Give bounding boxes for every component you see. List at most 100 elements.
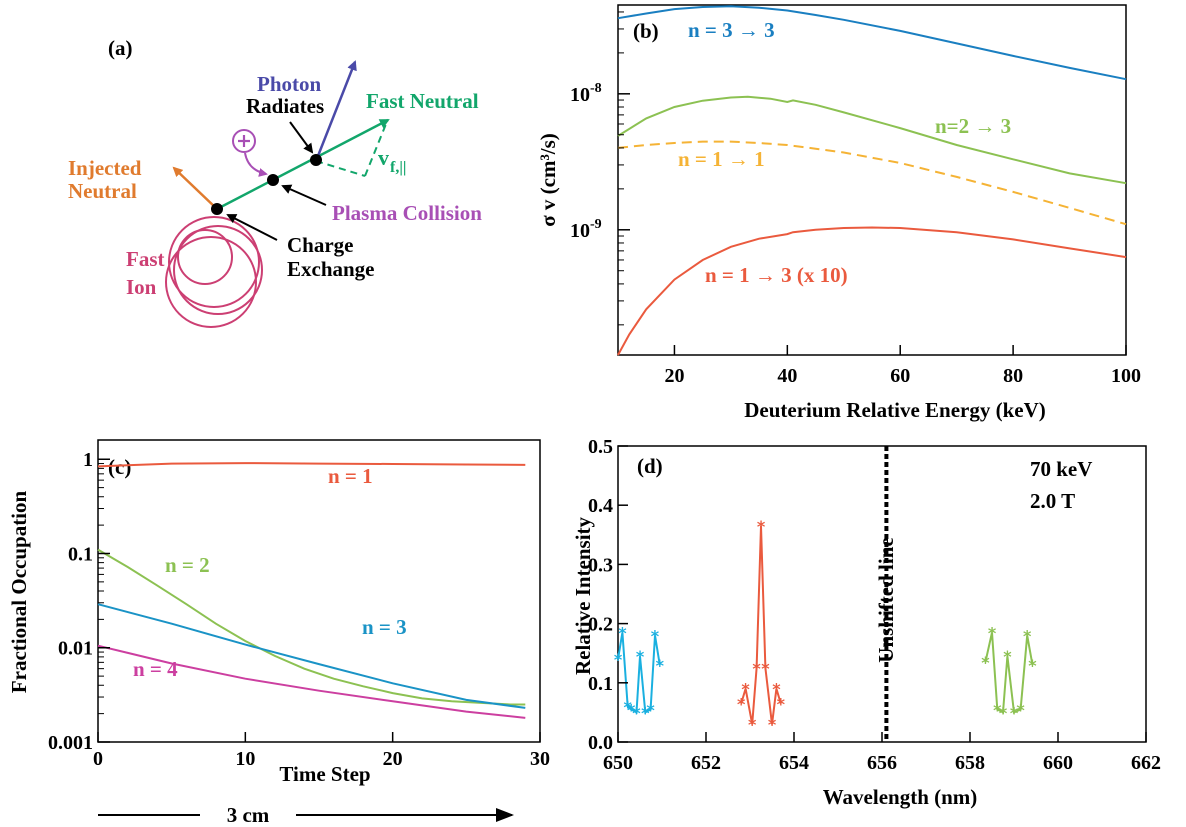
panel-c-ylabel: Fractional Occupation — [7, 490, 31, 693]
panel-d-ytick-4: 0.4 — [588, 495, 613, 517]
svg-text:v: v — [378, 145, 389, 170]
injected-label-1: Injected — [68, 156, 142, 180]
panel-d-point: * — [632, 703, 641, 722]
fast-ion-label-1: Fast — [126, 247, 165, 271]
panel-b-xlabel: Deuterium Relative Energy (keV) — [744, 398, 1046, 422]
panel-c-series-3 — [97, 644, 526, 719]
collision-point — [267, 174, 279, 186]
panel-a-label: (a) — [108, 36, 133, 60]
panel-d-xlabel: Wavelength (nm) — [823, 785, 978, 809]
panel-d-point: * — [777, 695, 786, 714]
panel-b-ylabel: σ v (cm³/s) — [536, 133, 560, 227]
panel-d-point: * — [752, 659, 761, 678]
panel-b-series-3 — [617, 226, 1127, 356]
panel-b-series-1 — [617, 95, 1127, 185]
injected-label-2: Neutral — [68, 179, 137, 203]
label-n2-3: n=2 → 3 — [935, 114, 1011, 138]
panel-c-xtick-1: 10 — [235, 748, 255, 770]
panel-d-point: * — [651, 626, 660, 645]
panel-b-xtick-0: 20 — [664, 365, 684, 387]
panel-d-point: * — [768, 715, 777, 734]
scale-bar: 3 cm — [98, 803, 514, 827]
panel-c-ytick-3: 0.001 — [48, 732, 93, 754]
panel-b-label: (b) — [633, 19, 659, 43]
panel-b-series-0 — [617, 5, 1127, 81]
label-n1-1: n = 1 → 1 — [678, 147, 765, 171]
panel-d-point: * — [993, 700, 1002, 719]
panel-c-ytick-1: 0.1 — [68, 543, 93, 565]
panel-d-xtick-4: 658 — [955, 752, 985, 774]
panel-d-xtick-0: 650 — [603, 752, 633, 774]
panel-c-xtick-0: 0 — [93, 748, 103, 770]
panel-d-point: * — [646, 700, 655, 719]
panel-d-point: * — [1028, 656, 1037, 675]
panel-b-series-2 — [617, 140, 1127, 226]
parallel-velocity-marker — [315, 123, 387, 177]
panel-d-point: * — [737, 695, 746, 714]
radiation-point — [310, 154, 322, 166]
fast-ion-label-2: Ion — [126, 275, 157, 299]
panel-d-point: * — [627, 700, 636, 719]
panel-b-frame — [617, 4, 1127, 356]
panel-d-point: * — [623, 697, 632, 716]
panel-d-point: * — [614, 650, 623, 669]
panel-c-xtick-2: 20 — [383, 748, 403, 770]
panel-c-xlabel: Time Step — [279, 762, 370, 786]
panel-d-point: * — [1003, 647, 1012, 666]
panel-d-point: * — [748, 715, 757, 734]
panel-b-ytick-1: 10-9 — [570, 217, 602, 242]
panel-c-ytick-2: 0.01 — [58, 638, 93, 660]
panel-b-xtick-1: 40 — [777, 365, 797, 387]
panel-d-xtick-2: 654 — [779, 752, 809, 774]
label-n3-3: n = 3 → 3 — [688, 18, 775, 42]
panel-b-ytick-0: 10-8 — [570, 81, 602, 106]
fast-neutral-arrow — [216, 118, 390, 211]
radiates-pointer — [289, 121, 314, 154]
field-annotation: 2.0 T — [1030, 489, 1075, 513]
panel-d-series-1 — [740, 525, 782, 725]
panel-d-point: * — [981, 653, 990, 672]
panel-d-point: * — [636, 647, 645, 666]
fast-neutral-label: Fast Neutral — [366, 89, 479, 113]
label-n1-3: n = 1 → 3 (x 10) — [705, 263, 848, 287]
photon-label: Photon — [257, 72, 322, 96]
panel-b-xtick-2: 60 — [890, 365, 910, 387]
fast-ion-orbit — [165, 216, 263, 328]
charge-exchange-pointer — [226, 214, 278, 241]
collision-pointer — [281, 184, 327, 206]
label-n3: n = 3 — [362, 615, 407, 639]
panel-d-point: * — [999, 703, 1008, 722]
panel-c-label: (c) — [108, 455, 131, 479]
panel-d-xtick-5: 660 — [1043, 752, 1073, 774]
panel-c-xtick-3: 30 — [530, 748, 550, 770]
panel-d-chart: (d) **************************** 650 652 6… — [571, 436, 1161, 809]
panel-d-point: * — [1016, 700, 1025, 719]
radiates-label: Radiates — [246, 94, 324, 118]
panel-d-xtick-3: 656 — [867, 752, 897, 774]
label-n2: n = 2 — [165, 553, 210, 577]
parallel-velocity-label: v f,|| — [378, 145, 406, 176]
energy-annotation: 70 keV — [1030, 457, 1092, 481]
panel-d-series-0 — [617, 632, 661, 715]
label-n1: n = 1 — [328, 464, 373, 488]
charge-label-1: Charge — [287, 233, 354, 257]
panel-b-xtick-3: 80 — [1003, 365, 1023, 387]
label-n4: n = 4 — [133, 657, 178, 681]
panel-d-point: * — [741, 680, 750, 699]
panel-d-point: * — [772, 680, 781, 699]
scale-bar-label: 3 cm — [227, 803, 270, 827]
panel-d-point: * — [757, 517, 766, 536]
panel-d-label: (d) — [637, 454, 663, 478]
charge-exchange-point — [211, 203, 223, 215]
panel-d-ytick-3: 0.3 — [588, 554, 613, 576]
plasma-ion-icon — [232, 129, 268, 177]
panel-a: (a) Ph — [68, 36, 482, 328]
panel-d-point: * — [761, 659, 770, 678]
panel-c-series-2 — [97, 603, 526, 709]
panel-c-ytick-0: 1 — [83, 449, 93, 471]
photon-arrow — [314, 60, 357, 162]
panel-d-point: * — [656, 656, 665, 675]
panel-d-ytick-0: 0.0 — [588, 732, 613, 754]
panel-d-ytick-1: 0.1 — [588, 673, 613, 695]
